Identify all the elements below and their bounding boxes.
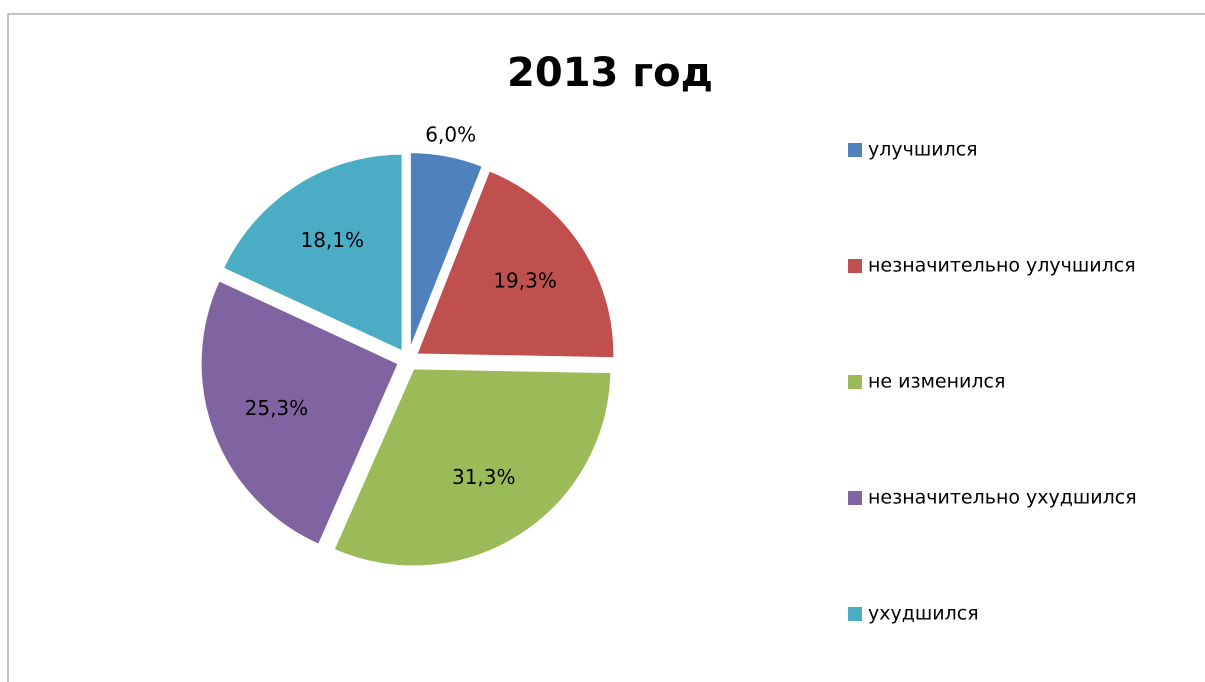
- data-label: 18,1%: [300, 228, 364, 252]
- pie-slice: [408, 151, 485, 351]
- legend-swatch: [848, 491, 862, 505]
- legend-label: незначительно ухудшился: [868, 487, 1137, 509]
- data-label: 25,3%: [245, 396, 309, 420]
- pie-slice: [332, 367, 613, 568]
- chart-title: 2013 год: [507, 50, 713, 96]
- legend-label: не изменился: [868, 371, 1005, 393]
- data-label: 31,3%: [452, 465, 516, 489]
- data-label: 6,0%: [425, 123, 476, 147]
- legend-label: незначительно улучшился: [868, 255, 1136, 277]
- pie-slice: [221, 152, 404, 354]
- legend-swatch: [848, 607, 862, 621]
- pie-slice: [414, 169, 616, 360]
- legend-label: улучшился: [868, 139, 978, 161]
- legend-swatch: [848, 375, 862, 389]
- data-label: 19,3%: [493, 269, 557, 293]
- legend-swatch: [848, 259, 862, 273]
- legend-swatch: [848, 143, 862, 157]
- legend-label: ухудшился: [868, 603, 979, 625]
- pie-slice: [199, 279, 400, 547]
